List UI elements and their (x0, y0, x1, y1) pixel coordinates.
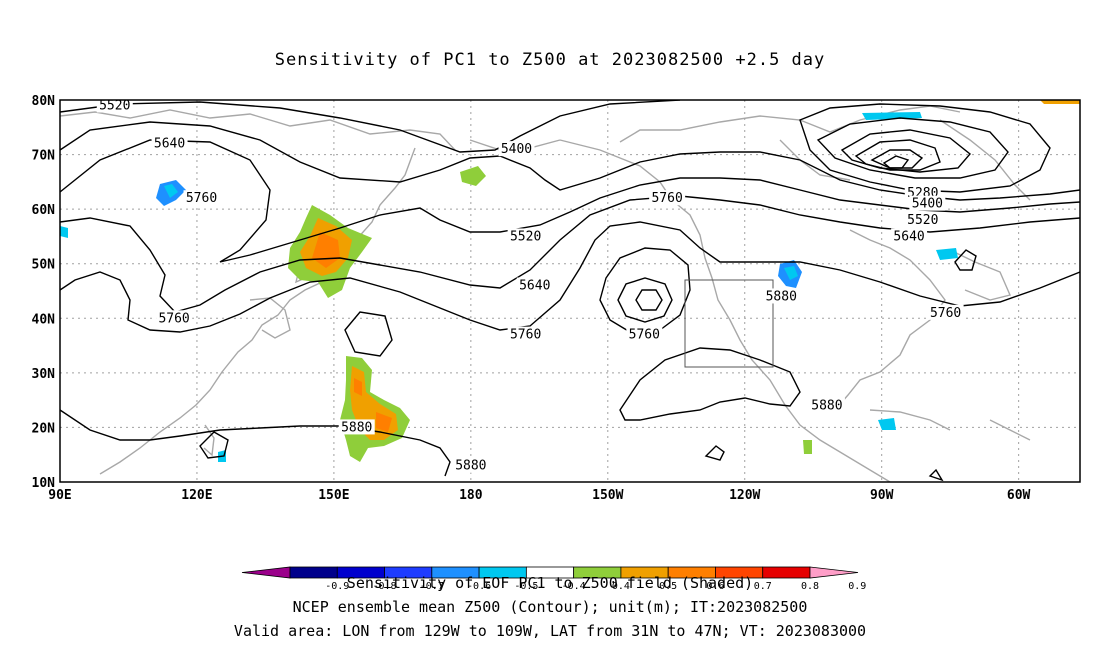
contour-label-bg (626, 326, 663, 342)
contour-label: 5760 (186, 191, 217, 206)
lon-tick-label: 150W (592, 488, 623, 503)
colorbar-tick-label: 0.5 (659, 581, 677, 592)
plot-frame (59, 99, 1081, 483)
contour-label: 5880 (455, 459, 486, 474)
contour-label-bg (516, 277, 553, 293)
colorbar: -0.9 -0.8 -0.7 -0.6 -0.5 -0.4 0.4 0.5 0.6 0.7 0.8 0… (241, 566, 866, 592)
chart-title: Sensitivity of PC1 to Z500 at 2023082500… (274, 50, 826, 70)
caption-contour: NCEP ensemble mean Z500 (Contour); unit(… (292, 598, 808, 616)
contour-label-bg (96, 97, 133, 113)
lon-tick-label: 90E (48, 488, 71, 503)
contour-label: 5760 (651, 191, 682, 206)
contour-label-bg (891, 228, 928, 244)
colorbar-tick-label: -0.5 (514, 581, 538, 592)
contour-label: 5400 (501, 142, 532, 157)
lat-tick-label: 70N (32, 149, 56, 164)
colorbar-tick-label: 0.4 (612, 581, 630, 592)
contour-labels: 5520564057605760540055205640576057605760… (96, 97, 964, 474)
colorbar-tick-label: 0.8 (801, 581, 819, 592)
lon-tick-label: 120W (729, 488, 760, 503)
lat-tick-label: 10N (32, 476, 56, 491)
contour-label-bg (156, 310, 193, 326)
colorbar-tick-label: -0.4 (562, 581, 586, 592)
contour-label-bg (338, 419, 375, 435)
valid-area-box (684, 279, 774, 368)
lat-tick-label: 50N (32, 258, 56, 273)
lat-tick-label: 30N (32, 367, 56, 382)
contour-label-bg (808, 397, 845, 413)
contour-label: 5640 (893, 229, 924, 244)
colorbar-tick-label: 0.6 (706, 581, 724, 592)
contour-label: 5520 (907, 213, 938, 228)
lat-tick-label: 80N (32, 94, 56, 109)
contour-label: 5520 (99, 98, 130, 113)
colorbar-title: Sensitivity of EOF PC1 to Z500 field (Sh… (346, 574, 754, 592)
contour-label-bg (904, 212, 941, 228)
lat-tick-label: 60N (32, 203, 56, 218)
lon-tick-label: 150E (318, 488, 349, 503)
contour-label-bg (498, 141, 535, 157)
colorbar-tick-label: 0.9 (848, 581, 866, 592)
sensitivity-shading (60, 100, 1080, 462)
colorbar-tick-label: 0.7 (754, 581, 772, 592)
graticule (60, 100, 1080, 482)
colorbar-high-arrow (809, 566, 859, 579)
contour-label-bg (927, 304, 964, 320)
caption-valid-area: Valid area: LON from 129W to 109W, LAT f… (233, 622, 867, 640)
contour-label: 5640 (154, 137, 185, 152)
colorbar-tick-label: -0.8 (372, 581, 396, 592)
contour-label: 5760 (510, 328, 541, 343)
contour-label-bg (649, 190, 686, 206)
contour-label: 5880 (341, 420, 372, 435)
contour-label: 5520 (510, 229, 541, 244)
contour-label: 5760 (158, 311, 189, 326)
lat-tick-label: 20N (32, 421, 56, 436)
colorbar-tick-label: -0.7 (420, 581, 444, 592)
contour-label-bg (763, 288, 800, 304)
z500-contours (60, 100, 1080, 482)
contour-label-bg (909, 195, 946, 211)
contour-label: 5640 (519, 279, 550, 294)
colorbar-tick-label: -0.9 (325, 581, 349, 592)
contour-label-bg (507, 228, 544, 244)
colorbar-tick-label: -0.6 (467, 581, 491, 592)
lon-tick-label: 120E (181, 488, 212, 503)
longitude-labels: 90E 120E 150E 180 150W 120W 90W 60W (48, 488, 1030, 503)
contour-label: 5400 (912, 197, 943, 212)
latitude-labels: 80N 70N 60N 50N 40N 30N 20N 10N (32, 94, 56, 491)
lon-tick-label: 180 (459, 488, 483, 503)
contour-label-bg (507, 326, 544, 342)
contour-label: 5880 (766, 289, 797, 304)
lat-tick-label: 40N (32, 312, 56, 327)
contour-label-bg (452, 457, 489, 473)
contour-label: 5760 (930, 306, 961, 321)
contour-label: 5880 (811, 399, 842, 414)
lon-tick-label: 90W (870, 488, 894, 503)
contour-label-bg (151, 135, 188, 151)
lon-tick-label: 60W (1007, 488, 1031, 503)
contour-label-bg (183, 190, 220, 206)
contour-label: 5760 (629, 328, 660, 343)
